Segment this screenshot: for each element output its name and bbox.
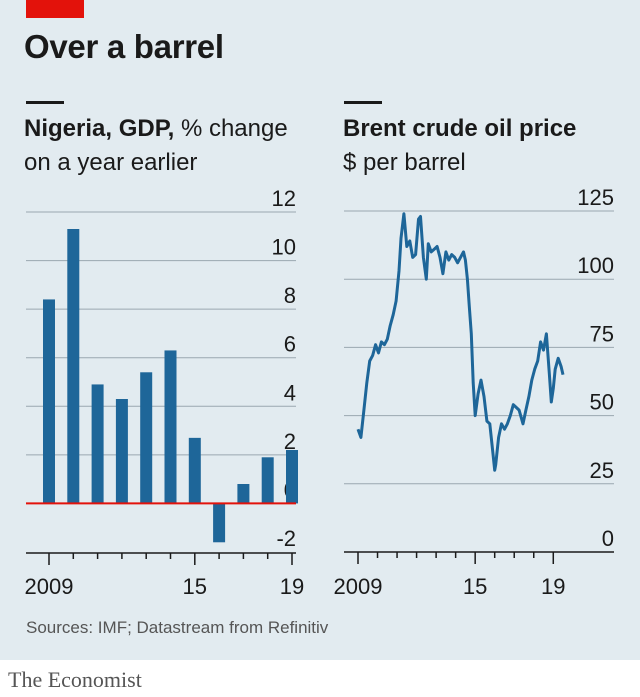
right-ytick-label: 75 <box>590 321 614 346</box>
left-ytick-label: 2 <box>284 429 296 454</box>
left-chart-unit: % change <box>180 115 288 142</box>
right-chart-subtitle: $ per barrel <box>343 149 466 176</box>
right-xtick-label: 2009 <box>334 574 383 599</box>
left-chart-heading: Nigeria, GDP, % change on a year earlier <box>24 112 288 180</box>
gdp-bar <box>261 457 274 504</box>
left-chart-title: Nigeria, GDP, <box>24 115 175 142</box>
gdp-bar <box>286 450 298 504</box>
left-title-rule <box>26 101 64 104</box>
chart-panel <box>0 0 640 660</box>
left-xtick-label: 19 <box>280 574 304 599</box>
gdp-bar <box>237 484 250 504</box>
right-chart-title: Brent crude oil price <box>343 115 577 142</box>
gdp-bar <box>115 399 128 504</box>
gdp-bar <box>188 437 201 504</box>
right-chart-heading: Brent crude oil price $ per barrel <box>343 112 576 180</box>
right-xtick-label: 15 <box>463 574 487 599</box>
gdp-bar <box>140 372 153 504</box>
left-ytick-label: 12 <box>272 186 296 211</box>
right-ytick-label: 125 <box>577 185 614 210</box>
left-chart-subtitle: on a year earlier <box>24 149 198 176</box>
gdp-bar <box>67 229 80 504</box>
right-ytick-label: 25 <box>590 458 614 483</box>
left-ytick-label: 6 <box>284 332 296 357</box>
right-ytick-label: 50 <box>590 390 614 415</box>
economist-logo-text: The Economist <box>8 667 142 692</box>
brent-price-line <box>356 212 565 472</box>
source-note: Sources: IMF; Datastream from Refinitiv <box>26 618 329 637</box>
left-ytick-label: 10 <box>272 235 296 260</box>
brand-red-tag <box>26 0 84 18</box>
gdp-bar <box>91 384 104 504</box>
gdp-bar <box>43 299 55 504</box>
left-xtick-label: 2009 <box>25 574 74 599</box>
right-title-rule <box>344 101 382 104</box>
right-ytick-label: 0 <box>602 526 614 551</box>
left-ytick-label: -2 <box>276 526 296 551</box>
left-xtick-label: 15 <box>183 574 207 599</box>
chart-title: Over a barrel <box>24 28 224 65</box>
right-xtick-label: 19 <box>541 574 565 599</box>
left-ytick-label: 8 <box>284 283 296 308</box>
left-ytick-label: 4 <box>284 380 296 405</box>
gdp-bar <box>164 350 177 504</box>
gdp-bar <box>213 503 226 543</box>
right-ytick-label: 100 <box>577 253 614 278</box>
